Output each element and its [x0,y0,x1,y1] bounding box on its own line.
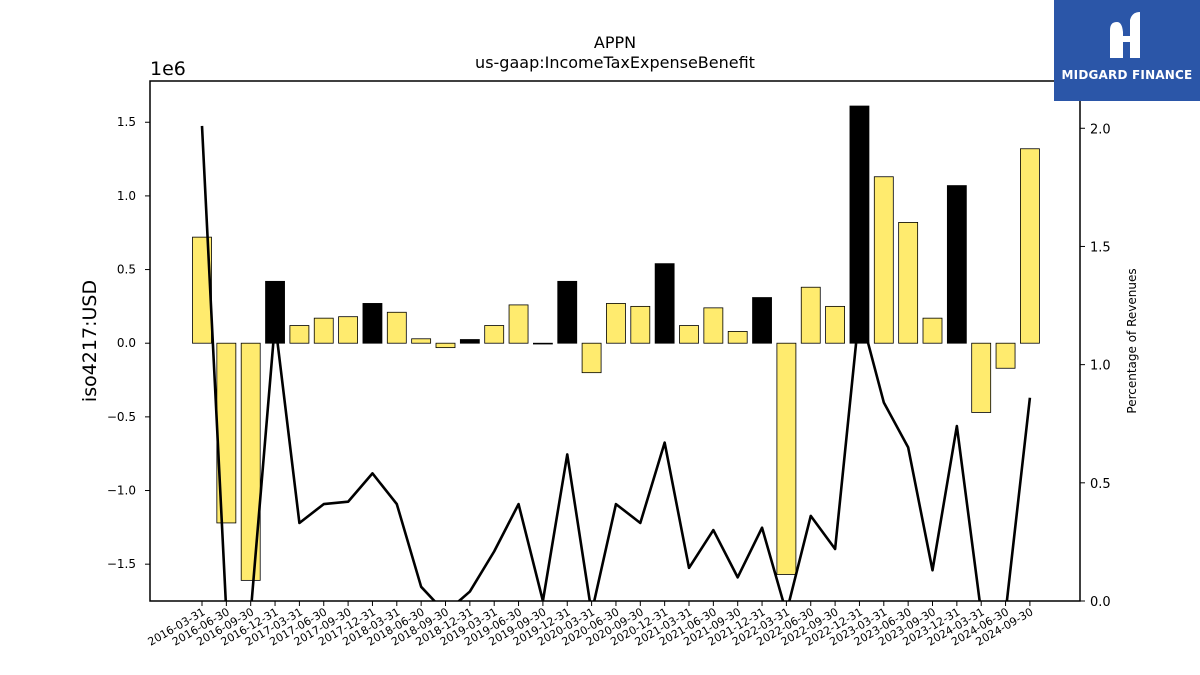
bar [922,317,943,344]
y-tick-label: 0.0 [117,336,136,350]
bar [508,304,529,344]
bar [313,317,334,344]
bar [849,105,870,344]
bar [386,311,407,344]
bar [411,338,432,344]
line-group [200,125,1032,601]
y-tick-label: −0.5 [107,410,136,424]
y-axis-right: 0.0 0.5 1.0 1.5 2.0 [1080,122,1111,610]
bar [752,297,772,344]
bar [971,342,992,413]
bar [362,303,383,344]
y-right-tick-label: 1.5 [1090,240,1111,255]
bar [435,342,456,349]
y-axis-label: iso4217:USD [79,280,101,402]
y-tick-label: −1.0 [107,484,136,498]
brand-logo: MIDGARD FINANCE [1054,0,1200,101]
y-tick-label: −1.5 [107,557,136,571]
bar [606,303,626,344]
y-right-tick-label: 1.0 [1090,359,1111,374]
bar [873,176,894,344]
bar [581,342,602,374]
bar [533,342,553,345]
bar [289,325,310,344]
bar [240,342,261,581]
y-scale-label: 1e6 [150,58,186,80]
brand-name: MIDGARD FINANCE [1061,68,1193,82]
y-tick-label: 0.5 [117,263,136,277]
bars-group [192,105,1040,581]
plot-frame [149,80,1081,602]
bar [630,305,651,344]
y-tick-label: 1.5 [117,115,136,129]
bar [1020,148,1040,344]
y-right-tick-label: 0.0 [1090,595,1111,610]
y-axis-right-label: Percentage of Revenues [1125,268,1139,413]
bar [338,316,359,344]
y-axis-left: −1.5 −1.0 −0.5 0.0 0.5 1.0 1.5 [107,115,150,571]
y-right-tick-label: 0.5 [1090,477,1111,492]
bar [654,263,675,344]
bar [727,331,748,344]
y-tick-label: 1.0 [117,189,136,203]
bar [484,325,505,344]
logo-mark-icon [1110,12,1140,58]
bar [265,280,285,344]
bar [557,280,578,344]
line-series [200,125,1032,601]
bar [703,307,724,344]
chart-subtitle: us-gaap:IncomeTaxExpenseBenefit [475,53,755,72]
bar [800,286,821,344]
bar [679,325,699,344]
bar [825,305,845,344]
y-right-tick-label: 2.0 [1090,122,1111,137]
bar [946,185,967,344]
bar [995,342,1016,369]
bar [459,339,480,344]
x-axis: 2016-03-312016-06-302016-09-302016-12-31… [146,601,1035,649]
chart-title: APPN [594,33,636,52]
bar [898,222,919,344]
bar [776,342,797,575]
